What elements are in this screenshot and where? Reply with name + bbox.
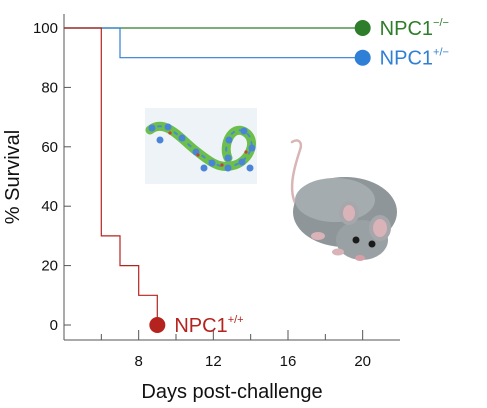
series-end-marker-0	[354, 20, 371, 36]
x-tick-label: 8	[134, 353, 142, 370]
y-tick-label: 80	[41, 79, 58, 96]
y-axis-title: % Survival	[2, 130, 24, 224]
y-tick-label: 100	[33, 20, 58, 37]
y-tick-label: 0	[50, 317, 58, 334]
series-label-1: NPC1+/−	[380, 47, 449, 70]
series-label-0: NPC1−/−	[380, 17, 449, 40]
mouse-icon	[290, 139, 397, 261]
y-ticks: 0 20 40 60 80 100	[33, 20, 71, 334]
series-label-2: NPC1+/+	[174, 314, 243, 337]
series-end-marker-2	[149, 317, 166, 333]
series-line-1	[64, 27, 363, 59]
x-tick-label: 20	[354, 353, 371, 370]
x-axis-title: Days post-challenge	[141, 381, 322, 403]
y-tick-label: 60	[41, 139, 58, 156]
x-tick-label: 16	[280, 353, 297, 370]
series-layer: NPC1−/− NPC1+/− NPC1+/+	[64, 17, 449, 337]
virus-particle-icon	[145, 108, 257, 184]
x-ticks: 8 12 16 20	[100, 330, 371, 370]
series-end-marker-1	[354, 49, 371, 66]
y-tick-label: 40	[41, 198, 58, 215]
y-tick-label: 20	[41, 258, 58, 275]
x-tick-label: 12	[205, 353, 222, 370]
series-line-2	[64, 27, 158, 325]
